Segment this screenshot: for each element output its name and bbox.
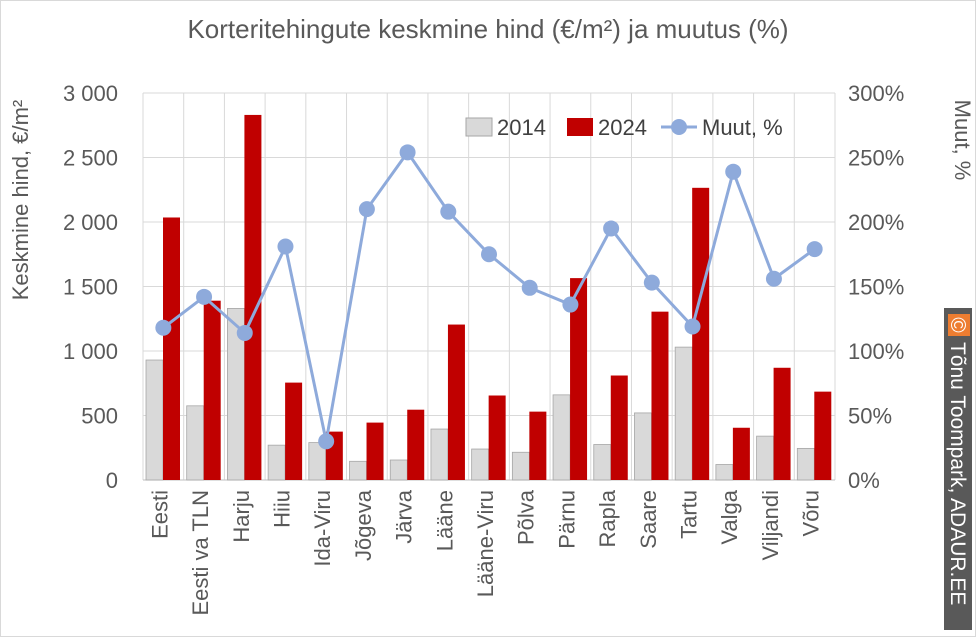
bar-2014 (796, 447, 815, 481)
change-point (725, 163, 742, 180)
bar-2014 (715, 464, 734, 481)
y2-tick-label: 300% (848, 81, 904, 106)
bar-2014 (511, 451, 530, 481)
x-tick-label: Eesti va TLN (188, 490, 213, 616)
bar-2014 (674, 346, 693, 481)
y-tick-label: 2 000 (63, 210, 118, 235)
x-tick-label: Lääne-Viru (473, 490, 498, 597)
y-tick-label: 500 (81, 404, 118, 429)
x-tick-label: Ida-Viru (310, 490, 335, 567)
bar-2014 (593, 444, 612, 481)
x-tick-label: Järva (392, 489, 417, 544)
copyright-icon-background (948, 314, 970, 336)
x-tick-label: Jõgeva (351, 489, 376, 561)
bar-2014 (756, 435, 774, 481)
bar-2024 (773, 367, 791, 480)
bar-2014 (634, 412, 652, 481)
bar-2014 (186, 405, 205, 481)
watermark-text: Tõnu Toompark, ADAUR.EE (946, 342, 969, 605)
y-tick-label: 1 000 (63, 339, 118, 364)
legend-marker-change (671, 119, 687, 135)
change-point (684, 318, 701, 335)
y2-tick-label: 150% (848, 275, 904, 300)
bar-2014 (267, 444, 286, 481)
axis-ticks: 0 0% 500 50% 1 000 100% 1 500 150% 2 000 200% 2 50… (63, 81, 904, 616)
change-point (318, 433, 335, 450)
copyright-watermark: © Tõnu Toompark, ADAUR.EE (944, 308, 972, 630)
y-tick-label: 1 500 (63, 275, 118, 300)
x-tick-label: Harju (229, 490, 254, 543)
y-tick-label: 2 500 (63, 146, 118, 171)
bar-2014 (471, 448, 490, 481)
legend-label-2014: 2014 (497, 115, 546, 140)
change-line (155, 144, 823, 450)
change-point (440, 203, 457, 220)
bar-2024 (692, 187, 710, 480)
legend: 2014 2024 Muut, % (465, 115, 783, 140)
x-tick-label: Eesti (147, 490, 172, 539)
change-point (196, 288, 213, 305)
copyright-icon: © (946, 317, 969, 333)
change-point (603, 220, 620, 237)
y-tick-label: 3 000 (63, 81, 118, 106)
bar-2024 (732, 427, 750, 480)
bars (145, 114, 832, 481)
x-tick-label: Tartu (677, 490, 702, 539)
change-point (562, 296, 579, 313)
bar-2024 (407, 409, 425, 480)
change-point (236, 324, 253, 341)
bar-2014 (145, 359, 164, 481)
legend-swatch-2014 (465, 117, 493, 137)
change-point (277, 238, 294, 255)
x-tick-label: Lääne (432, 490, 457, 551)
bar-2014 (552, 394, 571, 481)
change-point (521, 279, 538, 296)
y-axis-label: Keskmine hind, €/m² (8, 100, 33, 301)
change-point (358, 201, 375, 218)
legend-swatch-2024 (567, 118, 593, 136)
y2-axis-label: Muut, % (950, 100, 975, 181)
change-point (643, 274, 660, 291)
bar-2024 (203, 300, 221, 480)
x-tick-label: Rapla (595, 489, 620, 547)
bar-2024 (447, 324, 465, 480)
bar-2014 (349, 460, 367, 481)
bar-2024 (285, 382, 303, 480)
change-point (806, 241, 823, 258)
change-point (481, 246, 497, 263)
y2-tick-label: 250% (848, 146, 904, 171)
x-tick-label: Saare (636, 490, 661, 549)
change-point (765, 270, 782, 287)
y2-tick-label: 200% (848, 210, 904, 235)
bar-2024 (651, 311, 669, 480)
bar-2024 (570, 278, 588, 480)
y2-tick-label: 0% (848, 468, 880, 493)
y-tick-label: 0 (106, 468, 118, 493)
x-tick-label: Viljandi (758, 490, 783, 561)
bar-2024 (610, 375, 628, 480)
bar-2024 (244, 114, 262, 481)
legend-label-2024: 2024 (598, 115, 647, 140)
x-tick-label: Põlva (514, 489, 539, 545)
y2-tick-label: 50% (848, 404, 892, 429)
x-tick-label: Võru (799, 490, 824, 536)
bar-2014 (430, 428, 449, 481)
bar-2024 (814, 391, 832, 480)
chart-title: Korteritehingute keskmine hind (€/m²) ja… (187, 14, 788, 44)
change-point (155, 319, 172, 336)
watermark-background (944, 308, 972, 630)
y2-tick-label: 100% (848, 339, 904, 364)
bar-2024 (163, 217, 180, 481)
bar-2024 (366, 422, 384, 480)
bar-2014 (389, 459, 408, 481)
x-tick-label: Valga (717, 489, 742, 544)
bar-2024 (529, 411, 547, 480)
bar-2024 (488, 395, 506, 480)
change-point (399, 144, 416, 161)
legend-label-change: Muut, % (702, 115, 783, 140)
x-tick-label: Pärnu (554, 490, 579, 549)
x-tick-label: Hiiu (269, 490, 294, 528)
